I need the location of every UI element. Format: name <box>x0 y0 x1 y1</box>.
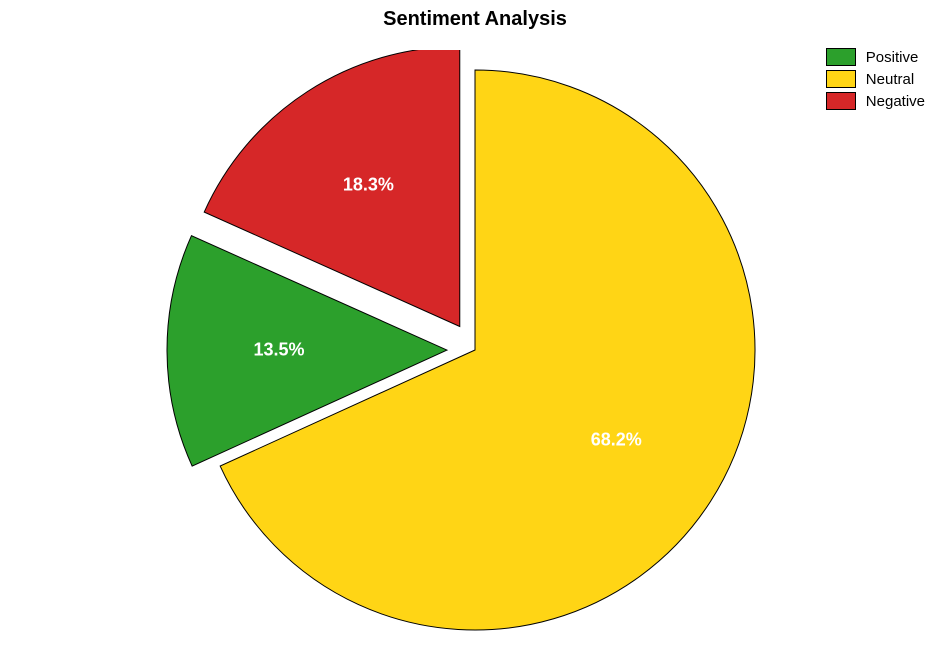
chart-title: Sentiment Analysis <box>383 8 567 31</box>
pie-label-neutral: 68.2% <box>591 430 642 450</box>
pie-svg: 68.2% 13.5% 18.3% <box>0 50 950 662</box>
sentiment-pie-chart: Sentiment Analysis 68.2% 13.5% 18.3% Posit… <box>0 0 950 662</box>
legend: Positive Neutral Negative <box>826 48 925 114</box>
legend-label-neutral: Neutral <box>866 71 914 88</box>
legend-swatch-neutral <box>826 70 856 88</box>
legend-item-negative: Negative <box>826 92 925 110</box>
legend-label-positive: Positive <box>866 49 919 66</box>
legend-item-positive: Positive <box>826 48 925 66</box>
pie-label-negative: 18.3% <box>343 174 394 194</box>
legend-swatch-positive <box>826 48 856 66</box>
legend-swatch-negative <box>826 92 856 110</box>
pie-label-positive: 13.5% <box>253 339 304 359</box>
legend-label-negative: Negative <box>866 93 925 110</box>
legend-item-neutral: Neutral <box>826 70 925 88</box>
